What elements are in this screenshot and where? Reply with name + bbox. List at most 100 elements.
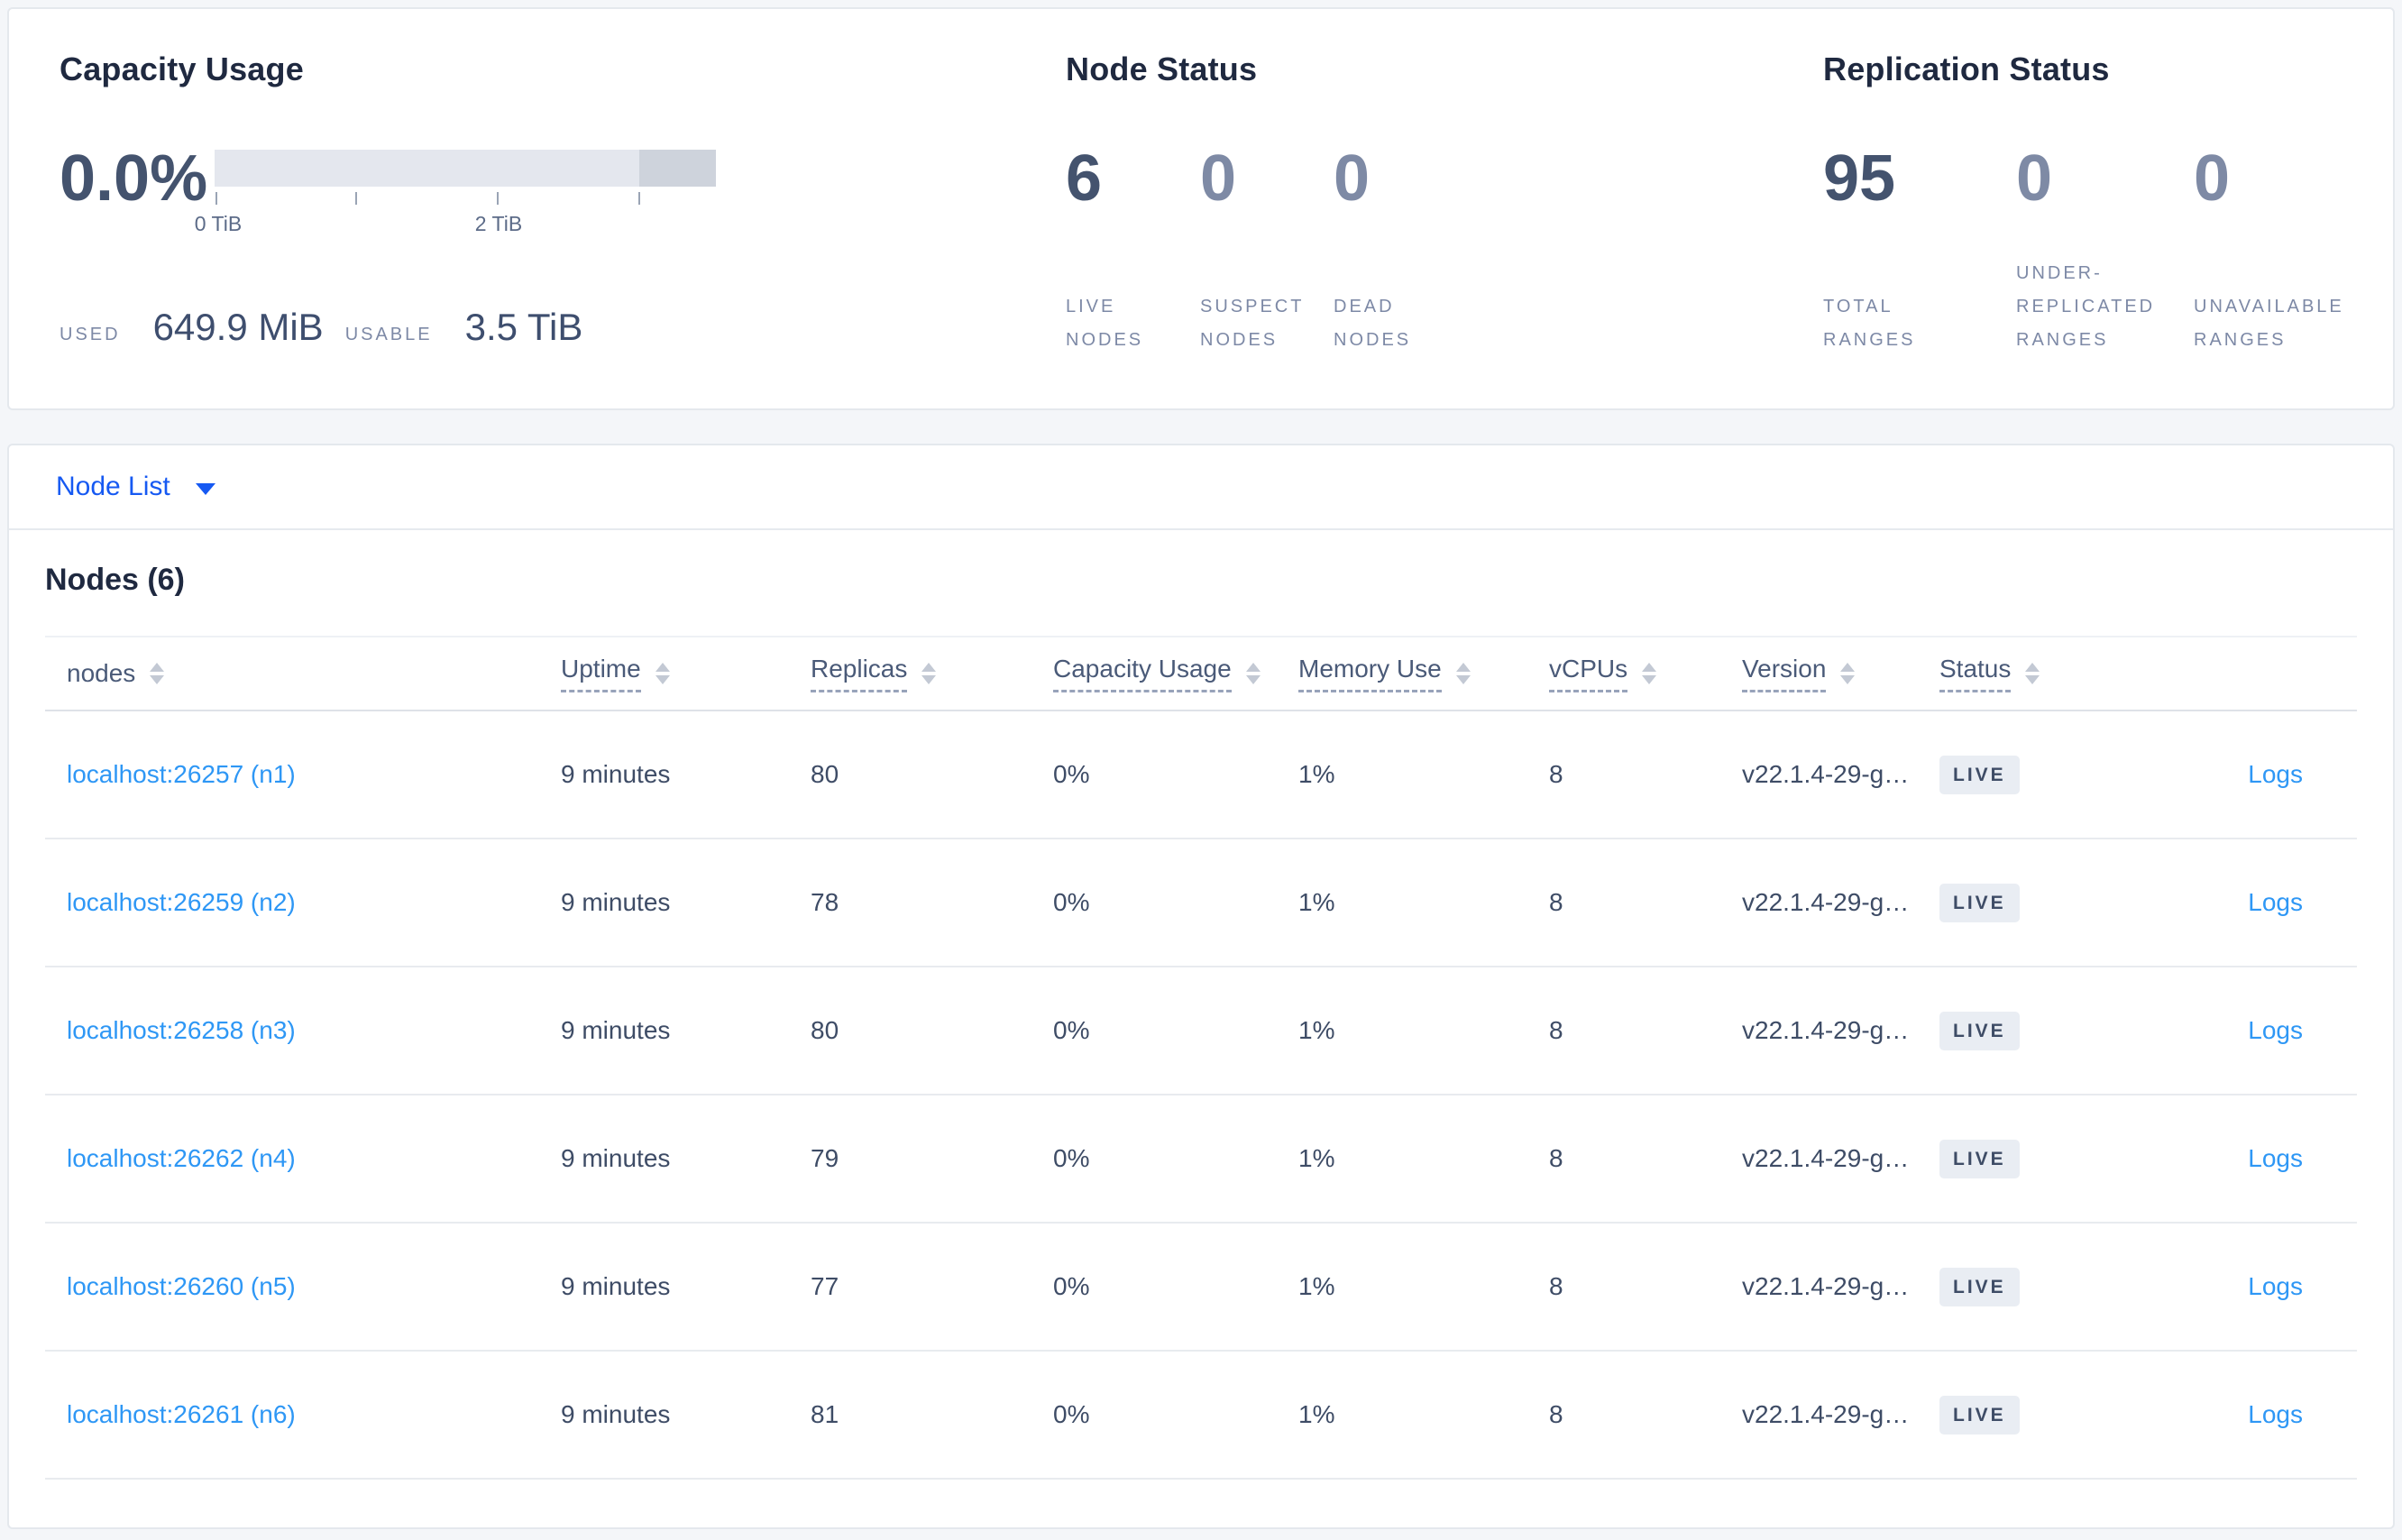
- capacity-used-percent: 0.0%: [60, 142, 208, 215]
- node-link[interactable]: localhost:26260 (n5): [67, 1272, 296, 1300]
- sort-icon[interactable]: [2025, 663, 2040, 684]
- capacity-usage-cell: 0%: [1053, 760, 1090, 788]
- capacity-usage-title: Capacity Usage: [60, 50, 304, 87]
- cluster-summary-card: Capacity Usage 0.0% 0 TiB 2 TiB: [7, 7, 2395, 410]
- capacity-bar-nonusable-segment: [639, 150, 716, 187]
- column-header-replicas[interactable]: Replicas: [789, 655, 1031, 692]
- uptime-cell: 9 minutes: [561, 760, 671, 788]
- view-selector-label[interactable]: Node List: [56, 472, 170, 501]
- node-link[interactable]: localhost:26261 (n6): [67, 1400, 296, 1428]
- vcpus-cell: 8: [1549, 1144, 1563, 1172]
- vcpus-cell: 8: [1549, 888, 1563, 916]
- node-link[interactable]: localhost:26259 (n2): [67, 888, 296, 916]
- table-header-row: nodes Uptime Replicas Capacity Usage Mem…: [45, 637, 2357, 711]
- usable-value: 3.5 TiB: [464, 306, 583, 348]
- replicas-cell: 78: [811, 888, 839, 916]
- column-header-status[interactable]: Status: [1918, 655, 2108, 692]
- logs-link[interactable]: Logs: [2248, 1272, 2303, 1300]
- node-link[interactable]: localhost:26262 (n4): [67, 1144, 296, 1172]
- sort-icon[interactable]: [1642, 663, 1657, 684]
- chevron-down-icon: [195, 482, 215, 495]
- vcpus-cell: 8: [1549, 1016, 1563, 1044]
- logs-link[interactable]: Logs: [2248, 1016, 2303, 1044]
- total-ranges-stat: 95 TOTAL RANGES: [1823, 144, 2016, 357]
- vcpus-cell: 8: [1549, 760, 1563, 788]
- column-header-vcpus[interactable]: vCPUs: [1527, 655, 1720, 692]
- status-badge: LIVE: [1939, 755, 2020, 794]
- replicas-cell: 80: [811, 760, 839, 788]
- capacity-usage-cell: 0%: [1053, 1016, 1090, 1044]
- column-header-version[interactable]: Version: [1720, 655, 1918, 692]
- tick-label-2: 2 TiB: [474, 212, 523, 235]
- tick-label-0: 0 TiB: [194, 212, 243, 235]
- uptime-cell: 9 minutes: [561, 1016, 671, 1044]
- used-label: USED: [60, 325, 121, 344]
- replication-status-panel: Replication Status 95 TOTAL RANGES 0 UND…: [1823, 50, 2393, 408]
- replicas-cell: 79: [811, 1144, 839, 1172]
- logs-link[interactable]: Logs: [2248, 1144, 2303, 1172]
- unavailable-ranges-value: 0: [2194, 142, 2231, 215]
- status-badge: LIVE: [1939, 1139, 2020, 1178]
- sort-icon[interactable]: [1455, 663, 1471, 684]
- live-nodes-label: LIVE NODES: [1066, 297, 1144, 350]
- under-replicated-ranges-stat: 0 UNDER-REPLICATED RANGES: [2016, 144, 2194, 357]
- memory-use-cell: 1%: [1298, 1400, 1335, 1428]
- column-header-capacity-usage[interactable]: Capacity Usage: [1031, 655, 1277, 692]
- table-row: localhost:26258 (n3) 9 minutes 80 0% 1% …: [45, 967, 2357, 1095]
- capacity-usage-cell: 0%: [1053, 888, 1090, 916]
- column-header-nodes[interactable]: nodes: [45, 659, 539, 688]
- capacity-bar-ticks: [215, 190, 716, 206]
- node-status-panel: Node Status 6 LIVE NODES 0 SUSPECT NODES…: [1066, 50, 1823, 408]
- version-cell: v22.1.4-29-g…: [1742, 888, 1910, 916]
- logs-link[interactable]: Logs: [2248, 760, 2303, 788]
- sort-icon[interactable]: [921, 663, 937, 684]
- capacity-bar-track: [215, 150, 716, 187]
- suspect-nodes-label: SUSPECT NODES: [1200, 297, 1305, 350]
- live-nodes-value: 6: [1066, 142, 1103, 215]
- memory-use-cell: 1%: [1298, 1016, 1335, 1044]
- status-badge: LIVE: [1939, 1395, 2020, 1435]
- usable-label: USABLE: [344, 325, 433, 344]
- table-row: localhost:26261 (n6) 9 minutes 81 0% 1% …: [45, 1352, 2357, 1480]
- used-value: 649.9 MiB: [152, 306, 324, 348]
- logs-link[interactable]: Logs: [2248, 1400, 2303, 1428]
- memory-use-cell: 1%: [1298, 760, 1335, 788]
- capacity-usage-cell: 0%: [1053, 1400, 1090, 1428]
- tick-mark: [638, 192, 640, 205]
- suspect-nodes-value: 0: [1200, 142, 1237, 215]
- column-header-memory-use[interactable]: Memory Use: [1277, 655, 1527, 692]
- capacity-usage-cell: 0%: [1053, 1144, 1090, 1172]
- capacity-usage-cell: 0%: [1053, 1272, 1090, 1300]
- sort-icon[interactable]: [1245, 663, 1261, 684]
- dead-nodes-value: 0: [1334, 142, 1371, 215]
- version-cell: v22.1.4-29-g…: [1742, 1144, 1910, 1172]
- view-selector-dropdown[interactable]: Node List: [9, 445, 2393, 530]
- version-cell: v22.1.4-29-g…: [1742, 1016, 1910, 1044]
- node-list-card: Node List Nodes (6) nodes Uptime Replica…: [7, 444, 2395, 1529]
- sort-icon[interactable]: [150, 663, 165, 684]
- vcpus-cell: 8: [1549, 1400, 1563, 1428]
- sort-icon[interactable]: [655, 663, 670, 684]
- table-row: localhost:26262 (n4) 9 minutes 79 0% 1% …: [45, 1095, 2357, 1224]
- uptime-cell: 9 minutes: [561, 1144, 671, 1172]
- logs-link[interactable]: Logs: [2248, 888, 2303, 916]
- unavailable-ranges-stat: 0 UNAVAILABLE RANGES: [2194, 144, 2393, 357]
- column-header-uptime[interactable]: Uptime: [539, 655, 789, 692]
- replicas-cell: 81: [811, 1400, 839, 1428]
- uptime-cell: 9 minutes: [561, 1400, 671, 1428]
- dead-nodes-label: DEAD NODES: [1334, 297, 1412, 350]
- tick-mark: [215, 192, 217, 205]
- under-replicated-ranges-label: UNDER-REPLICATED RANGES: [2016, 263, 2156, 350]
- uptime-cell: 9 minutes: [561, 1272, 671, 1300]
- total-ranges-value: 95: [1823, 142, 1896, 215]
- live-nodes-stat: 6 LIVE NODES: [1066, 144, 1200, 357]
- node-status-title: Node Status: [1066, 50, 1258, 87]
- sort-icon[interactable]: [1840, 663, 1856, 684]
- capacity-bar-chart: 0 TiB 2 TiB: [195, 144, 716, 239]
- memory-use-cell: 1%: [1298, 888, 1335, 916]
- node-link[interactable]: localhost:26257 (n1): [67, 760, 296, 788]
- node-link[interactable]: localhost:26258 (n3): [67, 1016, 296, 1044]
- dead-nodes-stat: 0 DEAD NODES: [1334, 144, 1823, 357]
- status-badge: LIVE: [1939, 1011, 2020, 1050]
